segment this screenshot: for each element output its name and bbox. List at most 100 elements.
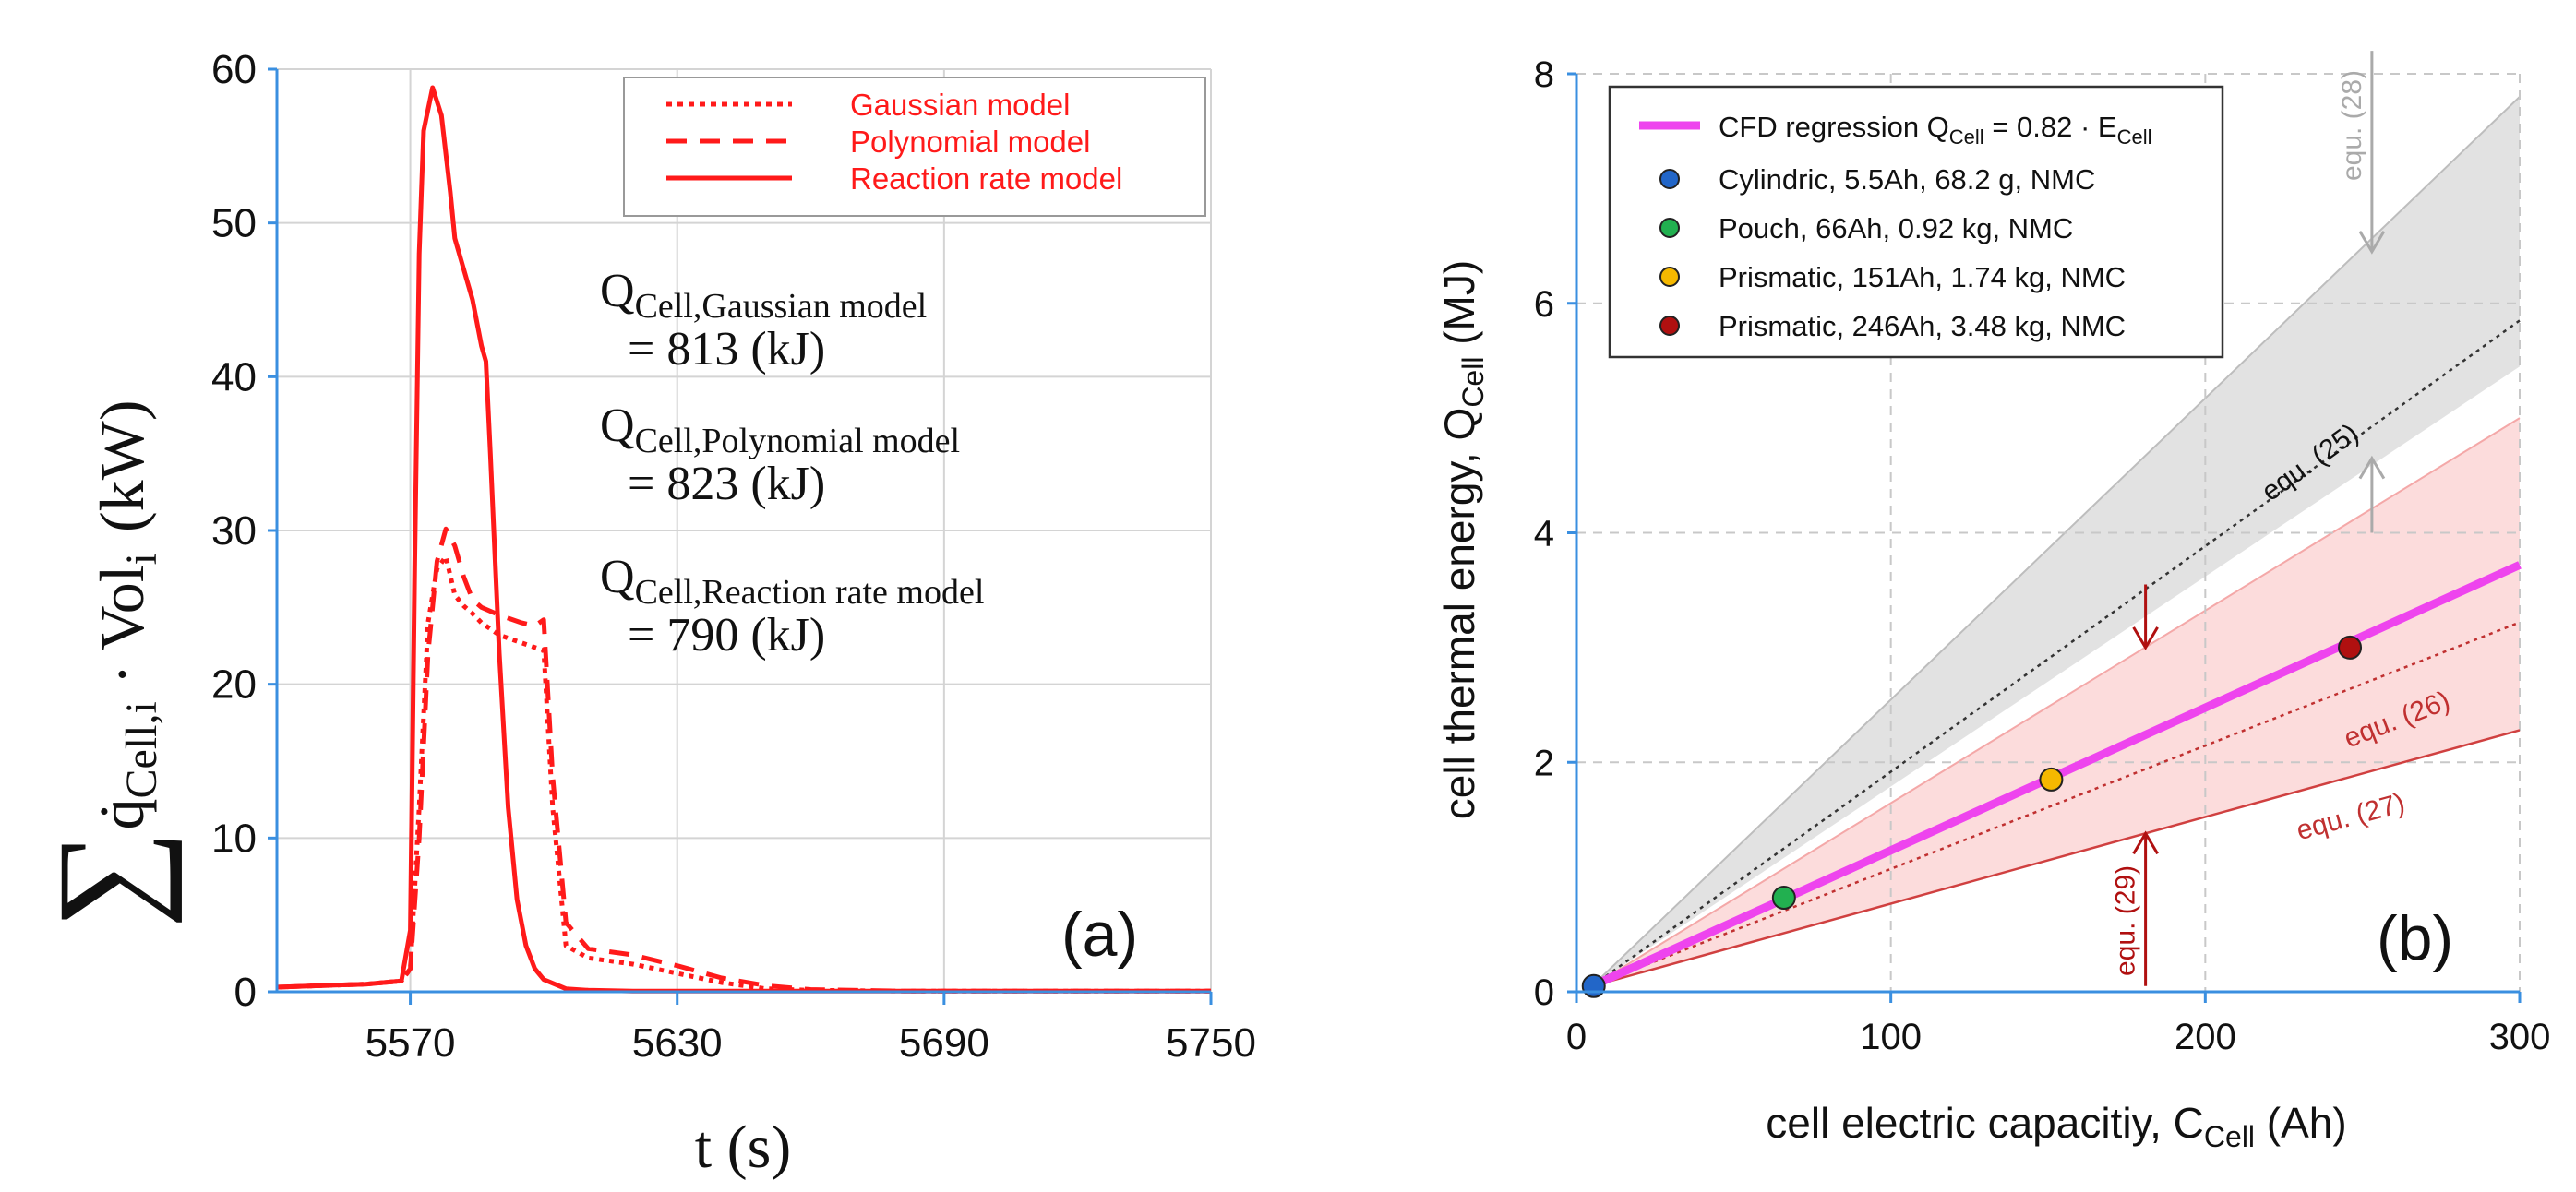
a-annotation-gaussian-q: QCell,Gaussian model	[600, 265, 927, 326]
a-gridlines	[277, 68, 1212, 992]
a-x-tick-label-0: 5570	[365, 1020, 456, 1066]
b-y-axis-label: cell thermal energy, QCell (MJ)	[1435, 260, 1490, 819]
b-ylabel-unit: (MJ)	[1435, 260, 1483, 357]
b-xlabel-main: cell electric capacitiy, C	[1766, 1099, 2204, 1147]
a-y-tick-label-0: 0	[234, 970, 257, 1015]
a-ylabel-vol: Vol	[87, 565, 157, 650]
a-annot-gaussian-q-letter: Q	[600, 265, 635, 317]
b-equ-line-2	[1591, 729, 2521, 987]
a-legend: Gaussian model Polynomial model Reaction…	[623, 77, 1206, 217]
b-legend-label-prismatic-151: Prismatic, 151Ah, 1.74 kg, NMC	[1719, 261, 2126, 293]
b-xlabel-unit: (Ah)	[2255, 1099, 2347, 1147]
b-legend-marker-prismatic-151	[1659, 267, 1680, 287]
a-x-axis-label: t (s)	[695, 1114, 791, 1181]
panel-b: equ. (28)equ. (29) equ. (25)equ. (26)equ…	[1435, 51, 2550, 1153]
b-arrow-head-0	[2358, 231, 2386, 255]
b-arrow-label-0: equ. (28)	[2337, 70, 2367, 181]
b-point-2	[2039, 767, 2064, 792]
a-annotation-reaction-q: QCell,Reaction rate model	[600, 551, 984, 612]
b-y-tick-label-3: 6	[1534, 284, 1554, 325]
a-y-tick-label-4: 40	[211, 354, 257, 399]
b-y-tick-labels: 0 2 4 6 8	[1534, 54, 1554, 1013]
a-legend-label-reaction-rate: Reaction rate model	[850, 161, 1122, 196]
a-annotation-reaction-value: = 790 (kJ)	[628, 609, 825, 662]
b-points	[1581, 635, 2363, 998]
b-legend-label-cylindric: Cylindric, 5.5Ah, 68.2 g, NMC	[1719, 163, 2095, 196]
a-annotation-gaussian-value: = 813 (kJ)	[628, 323, 825, 375]
a-legend-label-gaussian: Gaussian model	[850, 88, 1070, 122]
b-x-tick-label-0: 0	[1566, 1017, 1587, 1057]
b-equ-label-2: equ. (27)	[2294, 788, 2409, 847]
b-panel-label: (b)	[2377, 903, 2453, 973]
b-point-1	[1771, 886, 1796, 911]
b-legend: CFD regression QCell = 0.82 · ECell Cyli…	[1608, 85, 2224, 359]
a-panel-label: (a)	[1061, 900, 1138, 970]
a-y-tick-label-1: 10	[211, 816, 257, 861]
b-legend-label-prismatic-246: Prismatic, 246Ah, 3.48 kg, NMC	[1719, 310, 2126, 342]
panel-a: 5570 5630 5690 5750 0 10 20 30 40 50 60 ∑q̇Cell,i…	[30, 47, 1256, 1181]
a-y-tick-label-5: 50	[211, 201, 257, 246]
a-series-line-dotted	[276, 554, 1211, 994]
a-annot-polynomial-q-letter: Q	[600, 399, 635, 452]
b-arrows: equ. (28) equ. (29)	[2111, 51, 2386, 986]
b-x-tick-label-3: 300	[2489, 1017, 2551, 1057]
a-ylabel-q: q̇	[87, 799, 157, 830]
b-x-tick-label-2: 200	[2175, 1017, 2236, 1057]
b-ylabel-sub: Cell	[1456, 357, 1490, 408]
b-legend-label-pouch: Pouch, 66Ah, 0.92 kg, NMC	[1719, 212, 2073, 244]
a-ylabel-dot: ·	[87, 664, 157, 685]
b-y-tick-label-1: 2	[1534, 743, 1554, 783]
a-annotation-polynomial-value: = 823 (kJ)	[628, 458, 825, 510]
a-legend-box	[623, 77, 1206, 217]
a-ylabel-unit: (kW)	[87, 400, 157, 532]
b-y-tick-label-0: 0	[1534, 972, 1554, 1013]
b-legend-reg-prefix: CFD regression Q	[1719, 111, 1949, 143]
a-annotations: QCell,Gaussian model = 813 (kJ) QCell,Po…	[600, 265, 984, 662]
a-y-axis-label-text: ∑q̇Cell,i · Voli (kW)	[30, 400, 183, 929]
b-arrow-head-1	[2358, 455, 2386, 480]
a-y-tick-labels: 0 10 20 30 40 50 60	[211, 47, 257, 1015]
a-y-axis-label: ∑q̇Cell,i · Voli (kW)	[30, 400, 183, 929]
b-legend-reg-mid: = 0.82 · E	[1984, 111, 2117, 143]
b-point-0	[1581, 973, 1606, 998]
a-y-tick-label-3: 30	[211, 508, 257, 554]
b-axes	[1567, 72, 2522, 1003]
a-series-group	[276, 85, 1211, 994]
b-point-3	[2338, 635, 2363, 660]
b-y-tick-label-4: 8	[1534, 54, 1554, 95]
b-y-tick-label-2: 4	[1534, 514, 1554, 554]
a-ylabel-sum: ∑	[30, 830, 183, 929]
b-legend-marker-pouch	[1659, 218, 1680, 238]
b-legend-marker-cylindric	[1659, 169, 1680, 189]
b-equation-lines	[1591, 319, 2521, 987]
b-band-edge-gray	[1591, 96, 2521, 987]
a-x-tick-label-2: 5690	[899, 1020, 989, 1066]
a-annotation-polynomial-q: QCell,Polynomial model	[600, 399, 960, 460]
a-x-tick-labels: 5570 5630 5690 5750	[365, 1020, 1256, 1066]
a-axes	[268, 67, 1213, 1005]
b-xlabel-sub: Cell	[2204, 1120, 2255, 1153]
a-x-tick-label-3: 5750	[1166, 1020, 1256, 1066]
b-legend-reg-sub1: Cell	[1949, 125, 1984, 149]
a-series-line-solid	[276, 85, 1211, 994]
a-ylabel-q-sub: Cell,i	[117, 701, 166, 798]
b-legend-label-regression: CFD regression QCell = 0.82 · ECell	[1719, 111, 2152, 149]
b-x-axis-label: cell electric capacitiy, CCell (Ah)	[1766, 1099, 2346, 1153]
b-legend-marker-prismatic-246	[1659, 316, 1680, 336]
b-x-tick-label-1: 100	[1860, 1017, 1922, 1057]
b-legend-reg-sub2: Cell	[2117, 125, 2152, 149]
b-band-edge-pink	[1591, 417, 2521, 987]
a-y-tick-label-6: 60	[211, 47, 257, 92]
a-legend-label-polynomial: Polynomial model	[850, 125, 1090, 159]
a-y-tick-label-2: 20	[211, 662, 257, 708]
b-arrow-head-3	[2132, 830, 2159, 855]
b-x-tick-labels: 0 100 200 300	[1566, 1017, 2551, 1057]
a-annot-gaussian-q-sub: Cell,Gaussian model	[635, 287, 928, 326]
b-arrow-head-2	[2132, 626, 2159, 650]
b-legend-box	[1608, 85, 2224, 359]
b-bands	[1591, 96, 2521, 987]
a-annot-reaction-q-sub: Cell,Reaction rate model	[635, 573, 985, 612]
b-arrow-label-3: equ. (29)	[2111, 865, 2141, 976]
a-x-tick-label-1: 5630	[632, 1020, 723, 1066]
